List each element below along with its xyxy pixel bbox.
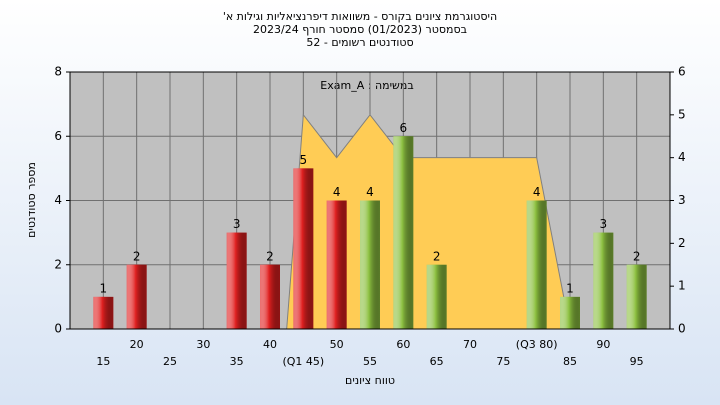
value-label: 3: [233, 217, 241, 231]
value-label: 2: [633, 249, 641, 263]
value-label: 4: [366, 185, 374, 199]
chart-subtitle: סטודנטים רשומים - 52: [306, 36, 413, 49]
bar-shade: [526, 200, 547, 329]
x-tick-label: 65: [430, 355, 444, 368]
x-tick-label: 60: [396, 338, 410, 351]
y-axis-label: מספר סטודנטים: [25, 162, 38, 238]
bar-shade: [560, 296, 580, 329]
y2-tick-label: 1: [678, 279, 686, 293]
bar-shade: [260, 264, 280, 329]
y-tick-label: 4: [54, 193, 62, 207]
x-tick-label: 95: [630, 355, 644, 368]
value-label: 2: [266, 249, 274, 263]
chart-title: היסטוגרמת ציונים בקורס - משוואות דיפרנצי…: [223, 10, 497, 23]
y2-tick-label: 0: [678, 322, 686, 336]
x-tick-label: 85: [563, 355, 577, 368]
y2-tick-label: 4: [678, 150, 686, 164]
bar-shade: [626, 264, 647, 329]
x-tick-label: 50: [330, 338, 344, 351]
bar-shade: [126, 264, 147, 329]
x-tick-label: (Q1 45): [282, 355, 324, 368]
y-tick-label: 8: [54, 65, 62, 79]
y-tick-label: 6: [54, 129, 62, 143]
value-label: 4: [333, 185, 341, 199]
x-tick-label: 40: [263, 338, 277, 351]
bar-shade: [293, 168, 314, 329]
y2-tick-label: 6: [678, 65, 686, 79]
bar-shade: [226, 232, 247, 329]
bar-shade: [93, 296, 114, 329]
value-label: 4: [533, 185, 541, 199]
plot-border: [69, 71, 671, 330]
x-tick-label: 30: [196, 338, 210, 351]
y-tick-label: 0: [54, 322, 62, 336]
value-label: 3: [600, 217, 608, 231]
chart-subtitle: בסמסטר (01/2023) סמסטר חורף 2023/24: [253, 23, 467, 36]
annotation: Exam_A : במשימה: [320, 79, 413, 92]
x-tick-label: 70: [463, 338, 477, 351]
x-tick-label: 25: [163, 355, 177, 368]
x-axis-label: טווח ציונים: [345, 374, 395, 387]
bar-shade: [393, 136, 414, 329]
bar-shade: [360, 200, 380, 329]
x-tick-label: 35: [230, 355, 244, 368]
value-label: 1: [100, 281, 108, 295]
bar-shade: [593, 232, 614, 329]
value-label: 6: [400, 121, 408, 135]
bar-shade: [326, 200, 347, 329]
y2-tick-label: 5: [678, 107, 686, 121]
x-tick-label: 75: [496, 355, 510, 368]
x-tick-label: 55: [363, 355, 377, 368]
value-label: 2: [133, 249, 141, 263]
y2-tick-label: 3: [678, 193, 686, 207]
value-label: 5: [300, 153, 308, 167]
x-tick-label: 15: [96, 355, 110, 368]
x-tick-label: 20: [130, 338, 144, 351]
value-label: 2: [433, 249, 441, 263]
bar-shade: [426, 264, 447, 329]
x-tick-label: 90: [596, 338, 610, 351]
value-label: 1: [566, 281, 574, 295]
y-tick-label: 2: [54, 257, 62, 271]
y2-tick-label: 2: [678, 236, 686, 250]
x-tick-label: (Q3 80): [516, 338, 558, 351]
